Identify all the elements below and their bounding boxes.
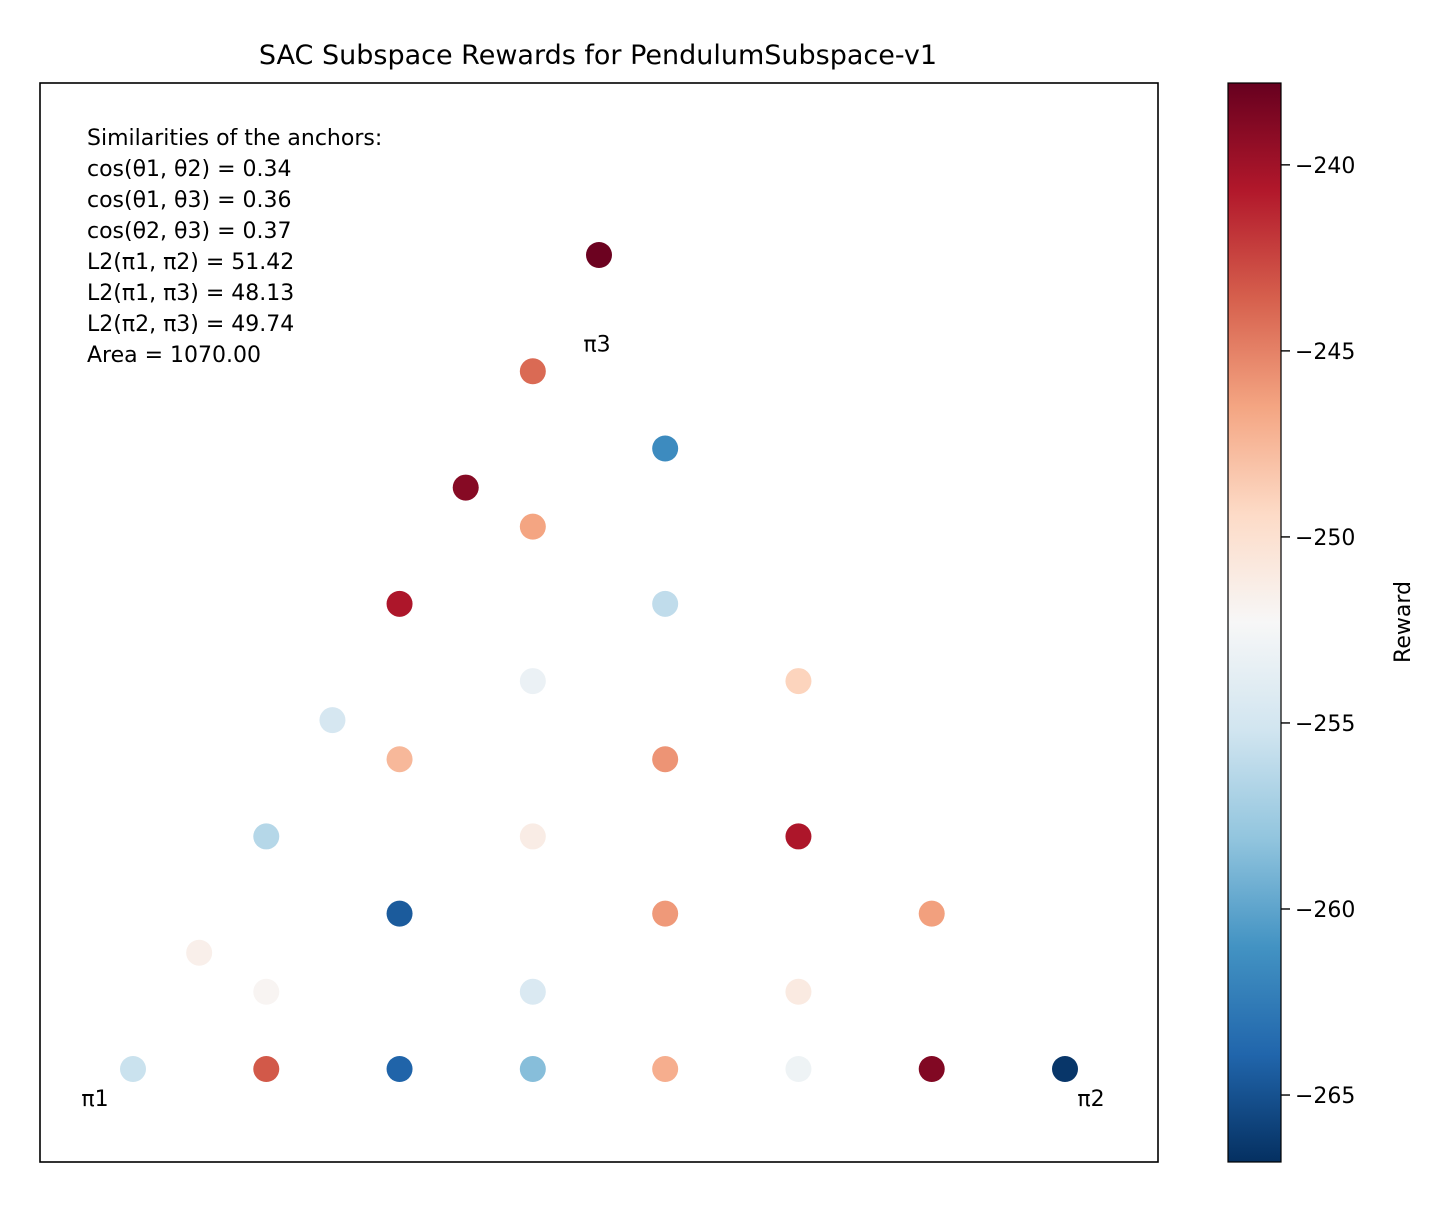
scatter-point — [186, 939, 213, 966]
colorbar-tick-label: −255 — [1295, 712, 1355, 737]
scatter-point — [519, 823, 546, 850]
scatter-point — [386, 900, 413, 927]
annotation-line: L2(π1, π2) = 51.42 — [87, 250, 294, 275]
annotation-line: cos(θ2, θ3) = 0.37 — [87, 219, 292, 244]
scatter-point — [918, 900, 945, 927]
colorbar-ticks: −240 −245 −250 −255 −260 −265 — [1281, 154, 1355, 1109]
scatter-point — [253, 1056, 280, 1082]
scatter-point — [120, 1056, 146, 1082]
scatter-point — [519, 513, 546, 540]
colorbar-tick-label: −265 — [1295, 1084, 1355, 1109]
scatter-point — [785, 823, 812, 850]
scatter-point — [319, 707, 346, 734]
scatter-point — [253, 978, 280, 1005]
scatter-point — [652, 590, 679, 617]
scatter-point — [519, 978, 546, 1005]
scatter-point — [785, 668, 812, 695]
annotation-line: L2(π1, π3) = 48.13 — [87, 281, 294, 306]
scatter-point — [586, 242, 612, 268]
scatter-point — [253, 823, 280, 850]
scatter-points — [120, 242, 1078, 1082]
anchor-labels: π1 π2 π3 — [81, 332, 1104, 1112]
anchor-label: π2 — [1077, 1087, 1104, 1112]
chart-title: SAC Subspace Rewards for PendulumSubspac… — [259, 40, 937, 71]
scatter-point — [652, 435, 679, 462]
scatter-point — [918, 1056, 945, 1082]
scatter-point — [386, 746, 413, 773]
scatter-point — [452, 474, 479, 501]
scatter-point — [652, 746, 679, 773]
anchor-label: π3 — [583, 332, 610, 357]
scatter-point — [1052, 1056, 1078, 1082]
colorbar-tick-label: −245 — [1295, 340, 1355, 365]
annotation-line: L2(π2, π3) = 49.74 — [87, 312, 294, 337]
annotation-line: cos(θ1, θ2) = 0.34 — [87, 157, 292, 182]
annotation-line: Similarities of the anchors: — [87, 126, 382, 151]
colorbar-tick-label: −260 — [1295, 898, 1355, 923]
colorbar-tick-label: −240 — [1295, 154, 1355, 179]
annotation-line: Area = 1070.00 — [87, 343, 261, 368]
scatter-point — [785, 978, 812, 1005]
annotation-line: cos(θ1, θ3) = 0.36 — [87, 188, 292, 213]
annotation-text: Similarities of the anchors: cos(θ1, θ2) … — [87, 126, 382, 368]
scatter-point — [652, 1056, 679, 1082]
scatter-point — [785, 1056, 812, 1082]
scatter-point — [652, 900, 679, 927]
colorbar-tick-label: −250 — [1295, 526, 1355, 551]
anchor-label: π1 — [81, 1087, 108, 1112]
scatter-point — [386, 1056, 413, 1082]
plot-frame — [39, 82, 1159, 1163]
scatter-point — [519, 358, 546, 385]
scatter-point — [519, 668, 546, 695]
colorbar — [1227, 82, 1282, 1163]
colorbar-label: Reward — [1391, 581, 1416, 663]
scatter-point — [519, 1056, 546, 1082]
scatter-point — [386, 590, 413, 617]
